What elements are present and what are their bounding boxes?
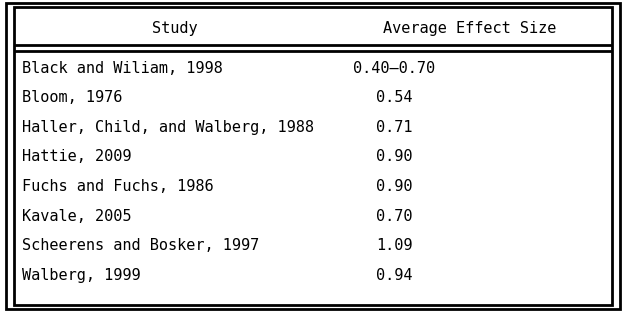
FancyBboxPatch shape <box>6 3 620 309</box>
Text: Study: Study <box>153 21 198 36</box>
Text: Kavale, 2005: Kavale, 2005 <box>22 209 131 224</box>
Text: Scheerens and Bosker, 1997: Scheerens and Bosker, 1997 <box>22 238 259 253</box>
Text: 0.71: 0.71 <box>376 120 413 135</box>
Text: 0.40–0.70: 0.40–0.70 <box>353 61 436 76</box>
Text: Average Effect Size: Average Effect Size <box>383 21 556 36</box>
Text: Fuchs and Fuchs, 1986: Fuchs and Fuchs, 1986 <box>22 179 213 194</box>
Text: Hattie, 2009: Hattie, 2009 <box>22 149 131 164</box>
Text: 0.94: 0.94 <box>376 268 413 283</box>
Text: Walberg, 1999: Walberg, 1999 <box>22 268 140 283</box>
Text: Haller, Child, and Walberg, 1988: Haller, Child, and Walberg, 1988 <box>22 120 314 135</box>
Text: 1.09: 1.09 <box>376 238 413 253</box>
Text: 0.54: 0.54 <box>376 90 413 105</box>
Text: 0.90: 0.90 <box>376 149 413 164</box>
Text: 0.90: 0.90 <box>376 179 413 194</box>
Text: Black and Wiliam, 1998: Black and Wiliam, 1998 <box>22 61 223 76</box>
Text: Bloom, 1976: Bloom, 1976 <box>22 90 122 105</box>
Text: 0.70: 0.70 <box>376 209 413 224</box>
